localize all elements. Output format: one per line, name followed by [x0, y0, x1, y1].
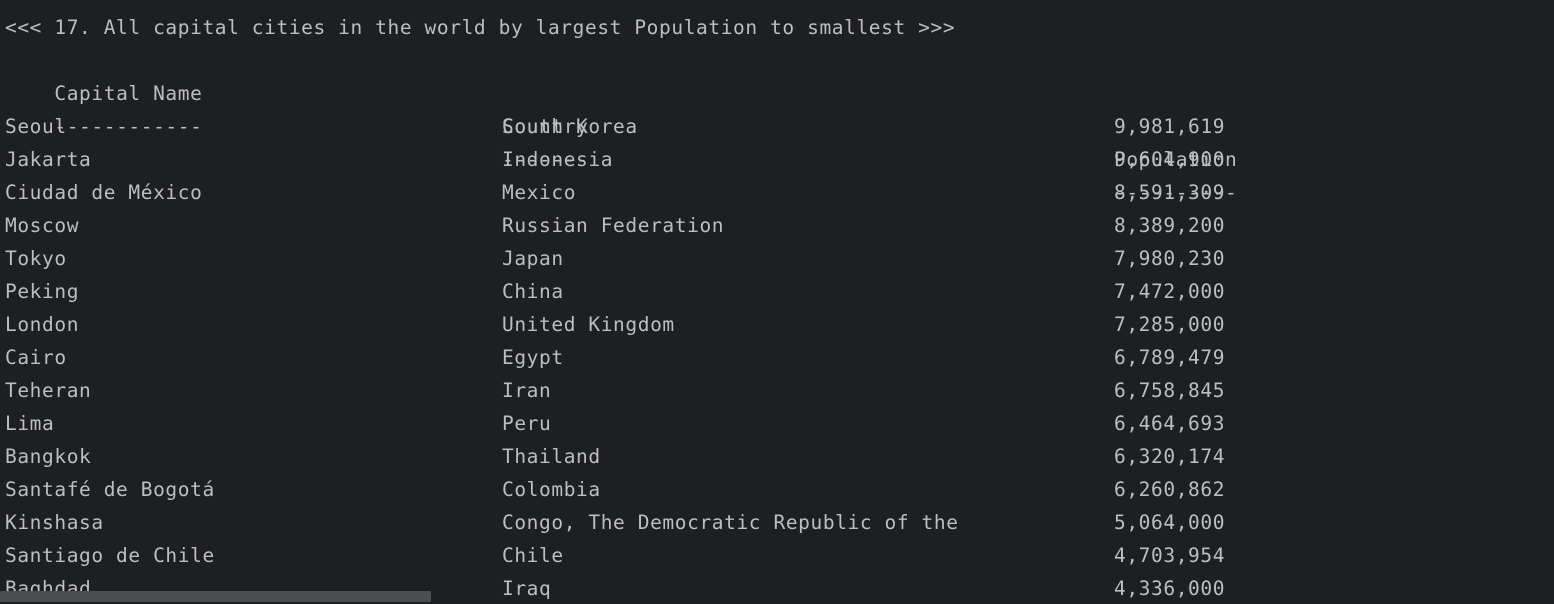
country-cell: United Kingdom	[502, 313, 675, 336]
table-row: Peking China 7,472,000	[5, 275, 1224, 308]
population-cell: 8,389,200	[1114, 214, 1226, 237]
capital-cell: Jakarta	[5, 148, 92, 171]
horizontal-scrollbar[interactable]	[0, 591, 431, 602]
population-cell: 6,260,862	[1114, 478, 1226, 501]
report-title: <<< 17. All capital cities in the world …	[5, 16, 956, 39]
country-cell: Colombia	[502, 478, 601, 501]
population-cell: 6,789,479	[1114, 346, 1226, 369]
separator-country: -------	[502, 148, 589, 171]
population-cell: 5,064,000	[1114, 511, 1226, 534]
table-row: London United Kingdom 7,285,000	[5, 308, 1224, 341]
header-population: Population	[1114, 148, 1238, 171]
population-cell: 7,285,000	[1114, 313, 1226, 336]
capital-cell: Teheran	[5, 379, 92, 402]
header-capital: Capital Name	[54, 82, 203, 105]
capital-cell: Ciudad de México	[5, 181, 203, 204]
capital-cell: London	[5, 313, 80, 336]
country-cell: Thailand	[502, 445, 601, 468]
country-cell: Japan	[502, 247, 564, 270]
table-row: Santafé de Bogotá Colombia 6,260,862	[5, 473, 1224, 506]
table-row: Kinshasa Congo, The Democratic Republic o…	[5, 506, 1224, 539]
capital-cell: Bangkok	[5, 445, 92, 468]
table-row: Tokyo Japan 7,980,230	[5, 242, 1224, 275]
table-row: Lima Peru 6,464,693	[5, 407, 1224, 440]
table-row: Moscow Russian Federation 8,389,200	[5, 209, 1224, 242]
capital-cell: Santiago de Chile	[5, 544, 215, 567]
table-row: Jakarta Indonesia 9,604,900	[5, 143, 1224, 176]
country-cell: Iraq	[502, 577, 552, 600]
population-cell: 4,336,000	[1114, 577, 1226, 600]
table-row: Bangkok Thailand 6,320,174	[5, 440, 1224, 473]
country-cell: Iran	[502, 379, 552, 402]
population-cell: 6,758,845	[1114, 379, 1226, 402]
table-row: Santiago de Chile Chile 4,703,954	[5, 539, 1224, 572]
country-cell: Congo, The Democratic Republic of the	[502, 511, 959, 534]
population-cell: 8,591,309	[1114, 181, 1226, 204]
separator-population: ----------	[1114, 181, 1238, 204]
country-cell: South Korea	[502, 115, 638, 138]
population-cell: 7,472,000	[1114, 280, 1226, 303]
capital-cell: Peking	[5, 280, 80, 303]
capital-cell: Santafé de Bogotá	[5, 478, 215, 501]
country-cell: Russian Federation	[502, 214, 725, 237]
country-cell: Mexico	[502, 181, 577, 204]
table-row: Seoul South Korea 9,981,619	[5, 110, 1224, 143]
population-cell: 4,703,954	[1114, 544, 1226, 567]
population-cell: 9,981,619	[1114, 115, 1226, 138]
capital-cell: Tokyo	[5, 247, 67, 270]
country-cell: Egypt	[502, 346, 564, 369]
population-cell: 9,604,900	[1114, 148, 1226, 171]
table-row: Teheran Iran 6,758,845	[5, 374, 1224, 407]
country-cell: China	[502, 280, 564, 303]
separator-row: ------------ ------- ----------	[5, 77, 1236, 204]
country-cell: Chile	[502, 544, 564, 567]
capital-cell: Kinshasa	[5, 511, 104, 534]
population-cell: 7,980,230	[1114, 247, 1226, 270]
capital-cell: Lima	[5, 412, 55, 435]
population-cell: 6,464,693	[1114, 412, 1226, 435]
header-row: Capital Name Country Population	[5, 44, 1236, 171]
separator-capital: ------------	[54, 115, 203, 138]
table-row: Ciudad de México Mexico 8,591,309	[5, 176, 1224, 209]
country-cell: Indonesia	[502, 148, 614, 171]
capital-cell: Seoul	[5, 115, 67, 138]
population-cell: 6,320,174	[1114, 445, 1226, 468]
table-row: Cairo Egypt 6,789,479	[5, 341, 1224, 374]
country-cell: Peru	[502, 412, 552, 435]
capital-cell: Cairo	[5, 346, 67, 369]
capital-cell: Moscow	[5, 214, 80, 237]
header-country: Country	[502, 115, 589, 138]
